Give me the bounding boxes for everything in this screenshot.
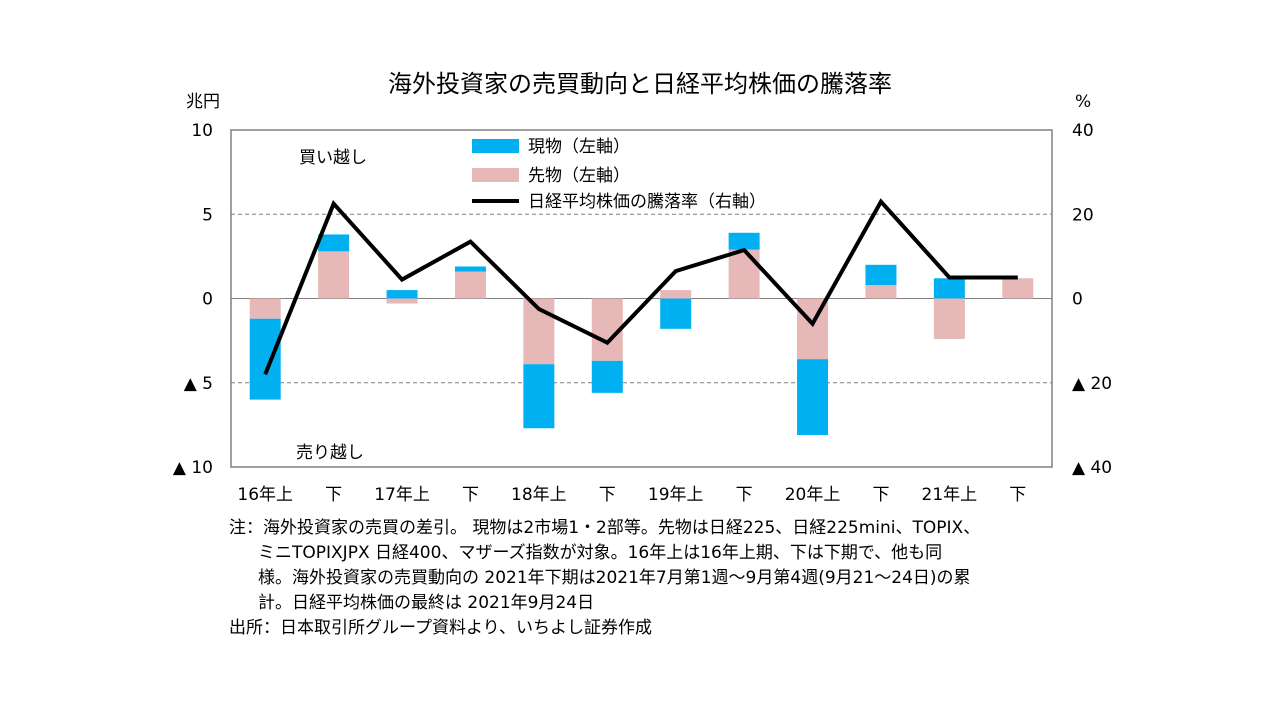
x-tick-label: 下	[462, 485, 479, 505]
note-line-3: 様。海外投資家の売買動向の 2021年下期は2021年7月第1週～9月第4週(9…	[258, 568, 971, 588]
y-left-tick-label: ▲ 5	[184, 374, 213, 394]
source-note: 出所：日本取引所グループ資料より、いちよし証券作成	[229, 618, 652, 638]
bar-futures-6	[660, 290, 692, 299]
chart-notes: 注：海外投資家の売買の差引。 現物は2市場1・2部等。先物は日経225、日経22…	[229, 516, 1109, 641]
bar-futures-3	[454, 271, 486, 299]
legend-swatch-spot	[472, 139, 519, 153]
bar-spot-0	[249, 318, 281, 400]
y-right-tick-label: 0	[1072, 290, 1083, 310]
legend-swatch-futures	[472, 168, 519, 182]
y-left-tick-label: 0	[202, 290, 213, 310]
x-tick-label: 下	[872, 485, 889, 505]
x-tick-label: 下	[736, 485, 753, 505]
bar-spot-6	[660, 298, 692, 329]
y-left-tick-label: 10	[191, 121, 213, 141]
y-left-unit: 兆円	[186, 92, 220, 112]
series-line-nikkei	[263, 198, 1018, 376]
y-left-tick-label: 5	[202, 205, 213, 225]
legend-label-spot: 現物（左軸）	[528, 137, 630, 157]
bar-futures-1	[318, 251, 350, 299]
x-tick-label: 下	[1009, 485, 1026, 505]
x-tick-label: 16年上	[237, 485, 293, 505]
annotation-sell: 売り越し	[296, 443, 364, 463]
y-left-tick-label: ▲ 10	[173, 458, 213, 478]
legend-label-nikkei: 日経平均株価の騰落率（右軸）	[528, 192, 766, 212]
legend-label-futures: 先物（左軸）	[528, 166, 630, 186]
bar-spot-4	[523, 364, 555, 429]
y-right-tick-label: 20	[1072, 205, 1094, 225]
chart-title: 海外投資家の売買動向と日経平均株価の騰落率	[388, 70, 892, 98]
bar-futures-10	[933, 298, 965, 339]
bar-spot-3	[454, 266, 486, 272]
bar-spot-9	[865, 264, 897, 286]
y-right-tick-label: 40	[1072, 121, 1094, 141]
x-tick-label: 18年上	[511, 485, 567, 505]
x-tick-label: 19年上	[648, 485, 704, 505]
bar-futures-2	[386, 298, 418, 304]
x-tick-label: 21年上	[922, 485, 978, 505]
bar-spot-2	[386, 290, 418, 299]
note-line-1: 注：海外投資家の売買の差引。 現物は2市場1・2部等。先物は日経225、日経22…	[229, 518, 981, 538]
note-line-4: 計。日経平均株価の最終は 2021年9月24日	[258, 593, 595, 613]
x-tick-label: 17年上	[374, 485, 430, 505]
bar-futures-7	[728, 249, 760, 299]
y-right-unit: %	[1075, 92, 1091, 112]
bar-spot-5	[591, 360, 623, 393]
x-tick-label: 下	[325, 485, 342, 505]
plot-frame	[230, 129, 1053, 468]
bar-spot-10	[933, 278, 965, 299]
bar-spot-8	[797, 359, 829, 435]
bar-spot-1	[318, 234, 350, 252]
note-line-2: ミニTOPIXJPX 日経400、マザーズ指数が対象。16年上は16年上期、下は…	[258, 543, 943, 563]
x-tick-label: 20年上	[785, 485, 841, 505]
bar-futures-9	[865, 285, 897, 299]
annotation-buy: 買い越し	[299, 148, 367, 168]
bar-futures-11	[1002, 278, 1034, 299]
y-right-tick-label: ▲ 20	[1072, 374, 1112, 394]
x-tick-label: 下	[599, 485, 616, 505]
y-right-tick-label: ▲ 40	[1072, 458, 1112, 478]
bar-spot-7	[728, 232, 760, 250]
bar-futures-0	[249, 298, 281, 319]
